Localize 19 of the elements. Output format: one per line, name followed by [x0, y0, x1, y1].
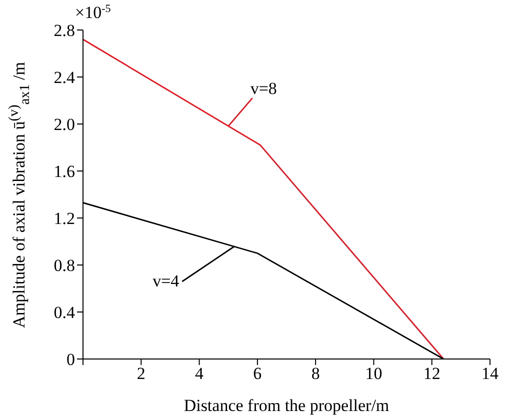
x-axis-title: Distance from the propeller/m — [184, 396, 390, 415]
y-tick-label: 0.4 — [54, 303, 76, 322]
y-tick-label: 1.2 — [54, 209, 75, 228]
x-tick-label: 10 — [365, 364, 382, 384]
x-tick-label: 4 — [195, 364, 204, 384]
x-tick-label: 14 — [482, 364, 499, 384]
x-tick-label: 8 — [311, 364, 320, 384]
y-tick-label: 2.4 — [54, 68, 76, 88]
y-tick-label: 1.6 — [54, 162, 75, 182]
y-tick-label: 2.0 — [54, 115, 75, 134]
y-tick-label: 0.8 — [54, 256, 75, 276]
text: ×10$^{-5}$ — [75, 3, 112, 22]
y-tick-label: 2.8 — [54, 21, 75, 40]
text: v=4 — [152, 272, 180, 291]
text: v=8 — [250, 79, 277, 98]
x-tick-label: 2 — [136, 364, 146, 384]
x-tick-label: 12 — [423, 364, 440, 384]
x-tick-label: 6 — [253, 364, 262, 384]
y-tick-label: 0 — [66, 350, 75, 370]
